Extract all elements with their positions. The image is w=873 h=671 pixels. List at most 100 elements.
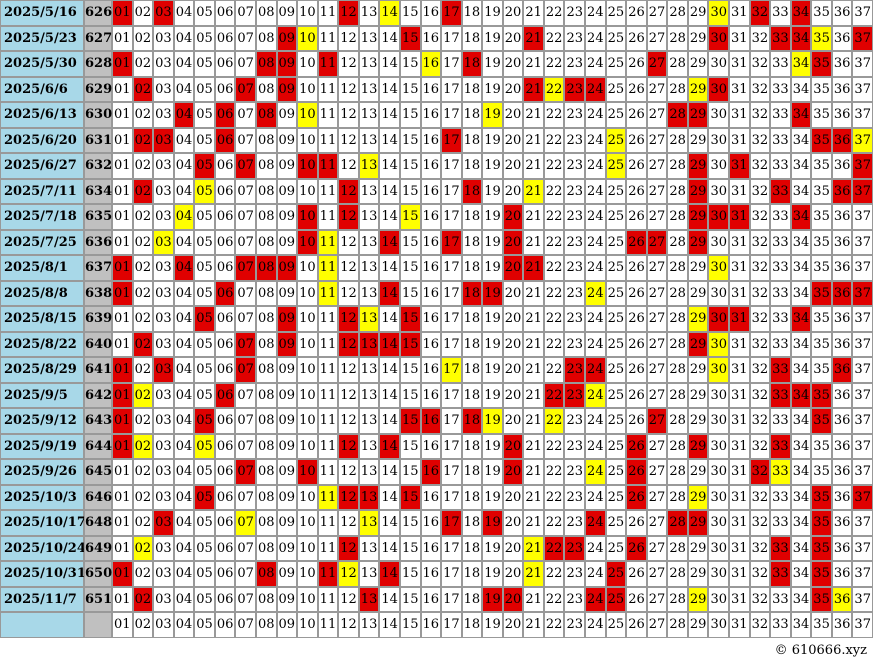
- number-cell: 31: [729, 612, 750, 638]
- number-cell: 36: [831, 127, 853, 153]
- number-cell: 08: [255, 204, 277, 230]
- number-cell: 27: [646, 484, 668, 510]
- number-cell: 20: [502, 178, 524, 204]
- number-cell: 33: [770, 153, 791, 179]
- number-cell: 34: [790, 153, 812, 179]
- number-cell: 02: [132, 357, 154, 383]
- number-cell: 15: [399, 204, 421, 230]
- number-cell: 17: [441, 510, 462, 536]
- number-cell: 24: [585, 357, 606, 383]
- number-cell: 04: [173, 280, 195, 306]
- number-cell: 29: [687, 229, 709, 255]
- number-cell: 17: [441, 0, 462, 26]
- number-cell: 14: [379, 586, 400, 612]
- number-cell: 24: [585, 25, 606, 51]
- number-cell: 17: [441, 459, 462, 485]
- number-cell: 01: [112, 510, 133, 536]
- number-cell: 15: [399, 51, 421, 77]
- number-cell: 30: [708, 586, 730, 612]
- number-cell: 08: [255, 127, 277, 153]
- number-cell: 03: [153, 280, 174, 306]
- number-cell: 09: [276, 535, 298, 561]
- number-cell: 35: [811, 612, 832, 638]
- number-cell: 32: [749, 510, 771, 536]
- number-cell: 02: [132, 204, 154, 230]
- number-cell: 27: [646, 459, 668, 485]
- number-cell: 33: [770, 255, 791, 281]
- number-cell: 27: [646, 586, 668, 612]
- number-cell: 30: [708, 178, 730, 204]
- number-cell: 04: [173, 382, 195, 408]
- number-cell: 27: [646, 535, 668, 561]
- number-cell: 26: [626, 535, 647, 561]
- number-cell: 23: [564, 25, 586, 51]
- number-cell: 14: [379, 408, 400, 434]
- number-cell: 26: [626, 382, 647, 408]
- number-cell: 25: [605, 535, 627, 561]
- number-cell: 13: [358, 510, 380, 536]
- number-cell: 06: [214, 561, 236, 587]
- number-cell: 22: [543, 408, 565, 434]
- number-cell: 34: [790, 510, 812, 536]
- number-cell: 20: [502, 153, 524, 179]
- number-cell: 10: [297, 408, 318, 434]
- number-cell: 12: [338, 0, 359, 26]
- number-cell: 05: [194, 0, 215, 26]
- number-cell: 03: [153, 331, 174, 357]
- number-cell: 23: [564, 204, 586, 230]
- number-cell: 11: [317, 127, 339, 153]
- issue-cell: 640: [84, 331, 112, 357]
- number-cell: 06: [214, 76, 236, 102]
- number-cell: 21: [523, 612, 544, 638]
- number-cell: 12: [338, 127, 359, 153]
- number-cell: 34: [790, 127, 812, 153]
- number-cell: 27: [646, 433, 668, 459]
- number-cell: 18: [461, 433, 483, 459]
- number-cell: 22: [543, 331, 565, 357]
- number-cell: 17: [441, 229, 462, 255]
- number-cell: 06: [214, 51, 236, 77]
- number-cell: 23: [564, 102, 586, 128]
- number-cell: 12: [338, 433, 359, 459]
- number-cell: 15: [399, 255, 421, 281]
- number-cell: 08: [255, 408, 277, 434]
- number-cell: 01: [112, 586, 133, 612]
- number-cell: 29: [687, 331, 709, 357]
- number-cell: 33: [770, 306, 791, 332]
- issue-cell: 651: [84, 586, 112, 612]
- number-cell: 30: [708, 127, 730, 153]
- number-cell: 18: [461, 612, 483, 638]
- number-cell: 04: [173, 178, 195, 204]
- number-cell: 36: [831, 306, 853, 332]
- number-cell: 12: [338, 153, 359, 179]
- number-cell: 16: [420, 102, 442, 128]
- number-cell: 23: [564, 408, 586, 434]
- number-cell: 26: [626, 204, 647, 230]
- number-cell: 16: [420, 408, 442, 434]
- number-cell: 30: [708, 0, 730, 26]
- number-cell: 04: [173, 51, 195, 77]
- number-cell: 25: [605, 510, 627, 536]
- number-cell: 05: [194, 382, 215, 408]
- number-cell: 18: [461, 357, 483, 383]
- number-cell: 28: [667, 331, 688, 357]
- number-cell: 30: [708, 102, 730, 128]
- date-cell: 2025/5/16: [0, 0, 84, 26]
- number-cell: 02: [132, 459, 154, 485]
- number-cell: 01: [112, 612, 133, 638]
- number-cell: 19: [482, 102, 503, 128]
- number-cell: 26: [626, 408, 647, 434]
- number-cell: 31: [729, 76, 750, 102]
- number-cell: 10: [297, 561, 318, 587]
- number-cell: 09: [276, 459, 298, 485]
- number-cell: 12: [338, 255, 359, 281]
- number-cell: 29: [687, 357, 709, 383]
- number-cell: 31: [729, 561, 750, 587]
- number-cell: 13: [358, 433, 380, 459]
- number-cell: 24: [585, 306, 606, 332]
- number-cell: 11: [317, 484, 339, 510]
- number-cell: 25: [605, 178, 627, 204]
- number-cell: 23: [564, 612, 586, 638]
- number-cell: 36: [831, 76, 853, 102]
